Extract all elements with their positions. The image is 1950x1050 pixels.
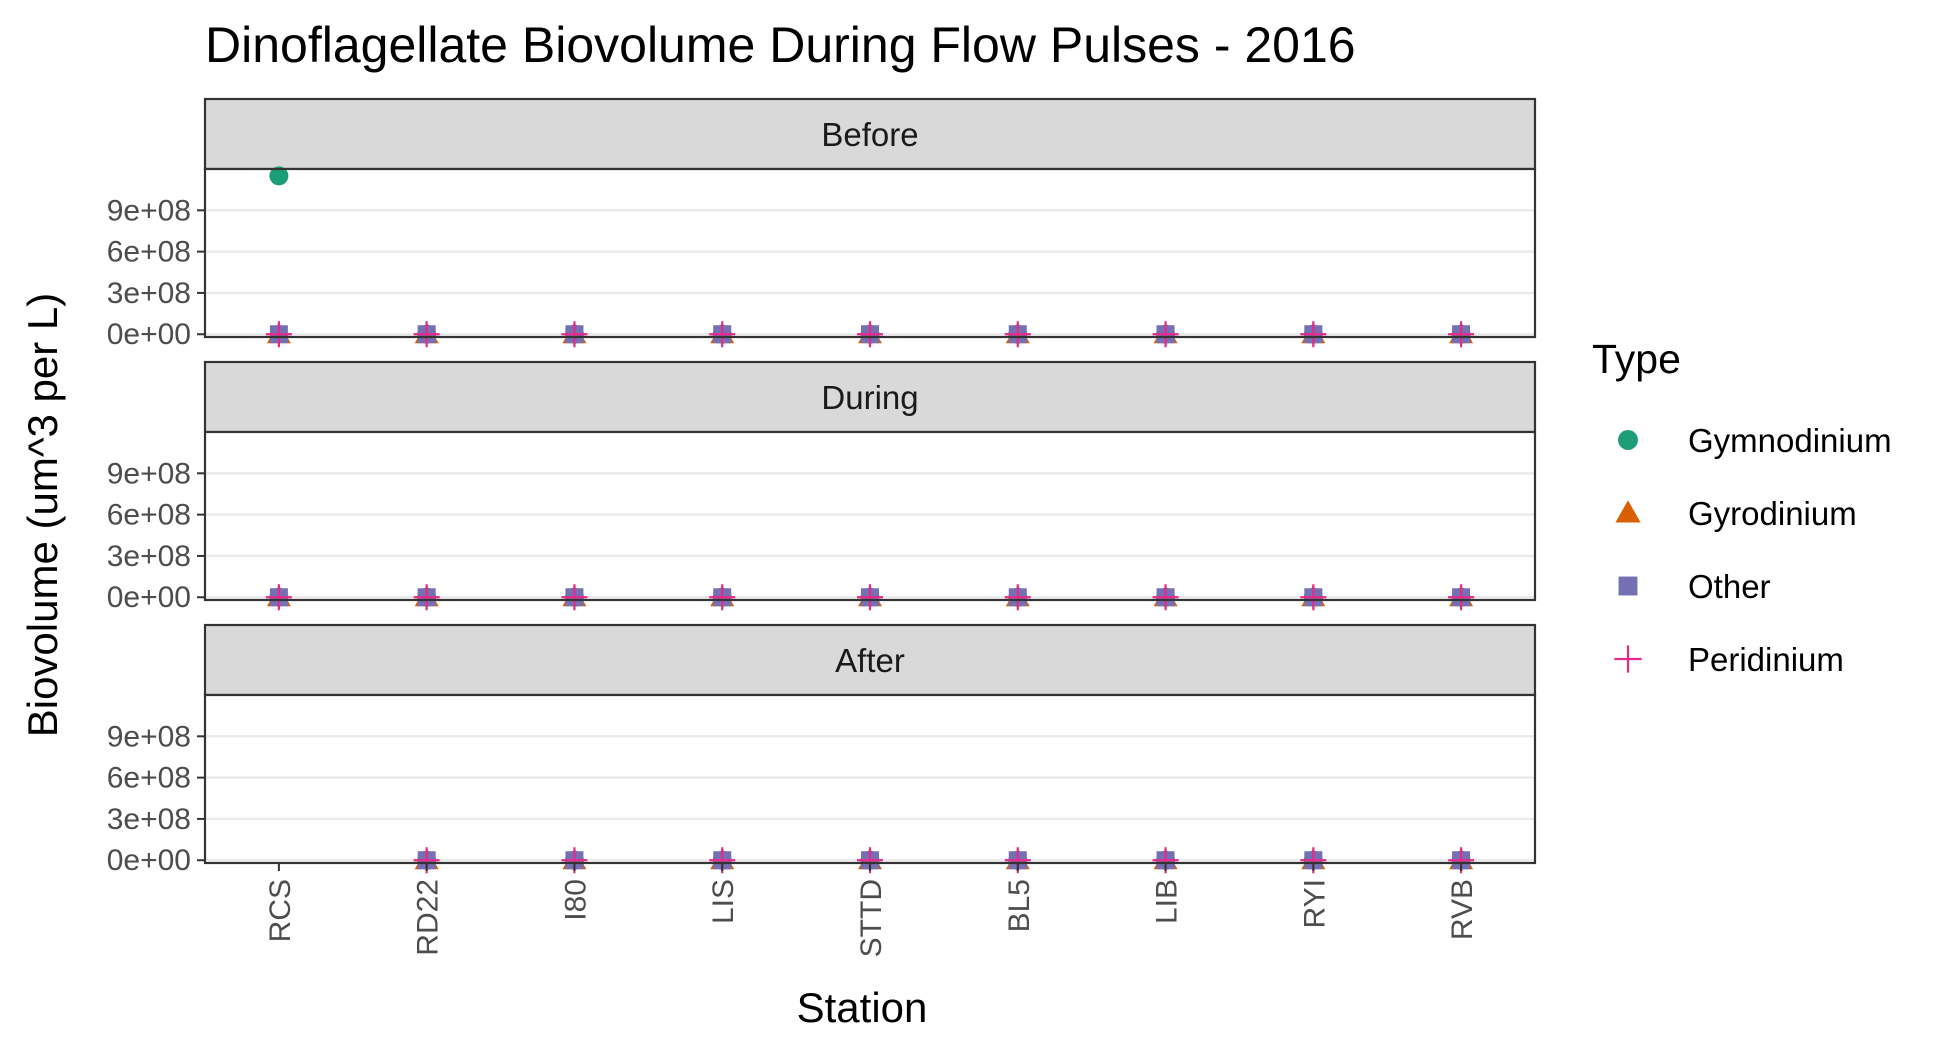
x-tick-label: RYI	[1298, 879, 1331, 928]
panel-border	[203, 167, 1537, 339]
point-peridinium-ryi	[1300, 321, 1327, 348]
x-tick-label: RVB	[1446, 879, 1479, 940]
point-peridinium-rvb	[1448, 584, 1475, 611]
facet-panel-after: After 0e+00 3e+08 6e+08 9e+08 RCS RD22 I80 LIS ST…	[107, 623, 1537, 957]
y-tick-label: 9e+08	[107, 457, 191, 490]
legend-key-peridinium	[1614, 645, 1642, 673]
y-axis-title: Biovolume (um^3 per L)	[19, 293, 66, 738]
point-peridinium-ryi	[1300, 584, 1327, 611]
x-tick-label: LIB	[1151, 879, 1184, 924]
panel-border	[203, 430, 1537, 602]
facet-panel-before: Before 0e+00 3e+08 6e+08 9e+08	[107, 97, 1537, 351]
y-tick-label: 9e+08	[107, 720, 191, 753]
y-tick-label: 0e+00	[107, 581, 191, 614]
point-peridinium-rvb	[1448, 321, 1475, 348]
point-peridinium-lib	[1152, 321, 1179, 348]
facet-strip-label: Before	[821, 116, 918, 153]
point-peridinium-lis	[709, 584, 736, 611]
legend-label: Gyrodinium	[1688, 495, 1857, 532]
y-tick-label: 0e+00	[107, 318, 191, 351]
y-tick-label: 6e+08	[107, 499, 191, 532]
point-gymnodinium-rcs	[269, 166, 289, 186]
panel-background	[205, 432, 1535, 600]
x-axis-title: Station	[797, 984, 928, 1031]
legend-item-peridinium: Peridinium	[1614, 641, 1844, 678]
point-peridinium-sttd	[857, 321, 883, 348]
facet-panels: Before 0e+00 3e+08 6e+08 9e+08 During 0e+00 3e+…	[107, 97, 1537, 957]
facet-strip	[203, 623, 1537, 697]
x-tick-label: RCS	[264, 879, 297, 942]
x-tick-label: BL5	[1003, 879, 1036, 932]
panel-background	[205, 695, 1535, 863]
legend-item-gyrodinium: Gyrodinium	[1615, 495, 1857, 532]
y-tick-label: 3e+08	[107, 540, 191, 573]
facet-strip-label: After	[835, 642, 905, 679]
point-peridinium-i80	[561, 584, 588, 611]
y-tick-label: 0e+00	[107, 844, 191, 877]
facet-strip-label: During	[821, 379, 918, 416]
point-peridinium-bl5	[1004, 584, 1031, 611]
y-tick-label: 6e+08	[107, 762, 191, 795]
panel-background	[205, 169, 1535, 337]
point-peridinium-rcs	[265, 321, 292, 348]
legend-label: Peridinium	[1688, 641, 1844, 678]
legend-title: Type	[1592, 336, 1681, 382]
x-tick-label: STTD	[855, 879, 888, 957]
point-peridinium-lib	[1152, 584, 1179, 611]
y-tick-label: 9e+08	[107, 194, 191, 227]
facet-strip	[203, 97, 1537, 171]
legend-key-gyrodinium	[1615, 500, 1641, 523]
point-peridinium-lis	[709, 321, 736, 348]
chart-title: Dinoflagellate Biovolume During Flow Pul…	[205, 17, 1356, 73]
legend-label: Other	[1688, 568, 1771, 605]
y-tick-label: 3e+08	[107, 277, 191, 310]
point-peridinium-i80	[561, 321, 588, 348]
y-tick-label: 3e+08	[107, 803, 191, 836]
point-peridinium-rd22	[413, 321, 440, 348]
x-tick-label: I80	[559, 879, 592, 921]
point-peridinium-bl5	[1004, 321, 1031, 348]
facet-panel-during: During 0e+00 3e+08 6e+08 9e+08	[107, 360, 1537, 614]
x-tick-label: RD22	[412, 879, 445, 956]
facet-strip	[203, 360, 1537, 434]
y-tick-label: 6e+08	[107, 236, 191, 269]
legend-label: Gymnodinium	[1688, 422, 1892, 459]
point-peridinium-rd22	[413, 584, 440, 611]
legend-key-gymnodinium	[1618, 430, 1638, 450]
point-peridinium-sttd	[857, 584, 883, 611]
legend-item-gymnodinium: Gymnodinium	[1618, 422, 1892, 459]
x-tick-label: LIS	[707, 879, 740, 924]
legend-key-other	[1618, 576, 1638, 596]
legend: Type Gymnodinium Gyrodinium Other Peridiniu…	[1592, 336, 1892, 678]
point-peridinium-rcs	[265, 584, 292, 611]
legend-item-other: Other	[1618, 568, 1771, 605]
